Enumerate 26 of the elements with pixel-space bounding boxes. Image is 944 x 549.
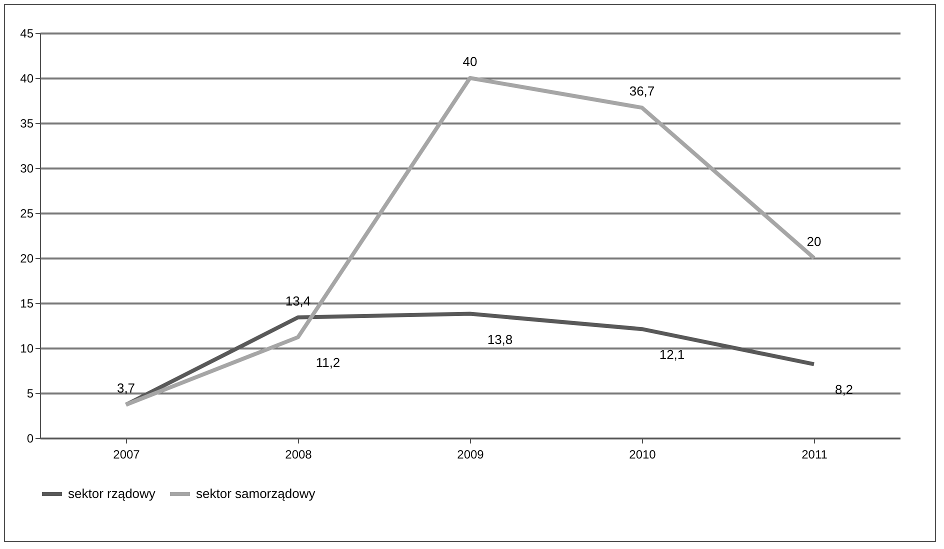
data-label: 8,2	[834, 382, 854, 398]
data-label: 11,2	[316, 355, 340, 370]
x-tick-label: 2009	[457, 448, 484, 462]
data-label: 13,8	[487, 332, 513, 347]
x-tick-label: 2008	[285, 448, 312, 462]
y-tick-label: 0	[26, 432, 34, 446]
data-label: 20	[806, 234, 822, 249]
data-label: 13,4	[285, 293, 311, 308]
x-tick-label: 2010	[629, 448, 656, 462]
y-tick-label: 30	[20, 162, 34, 176]
x-tick-label: 2007	[113, 448, 140, 462]
data-label: 3,7	[116, 380, 136, 396]
legend-label: sektor samorządowy	[196, 486, 316, 501]
y-tick-label: 35	[20, 116, 34, 130]
y-tick-label: 10	[20, 342, 34, 356]
y-tick-label: 25	[20, 206, 34, 220]
legend-label: sektor rządowy	[68, 486, 156, 501]
y-tick-label: 20	[20, 252, 34, 266]
y-tick-label: 45	[20, 26, 34, 40]
y-tick-label: 40	[20, 72, 34, 86]
x-tick-label: 2011	[802, 448, 828, 462]
data-label: 40	[462, 54, 478, 69]
y-tick-label: 15	[20, 296, 34, 310]
data-label: 12,1	[659, 347, 685, 362]
data-label: 36,7	[629, 84, 655, 99]
y-tick-label: 5	[26, 386, 34, 400]
